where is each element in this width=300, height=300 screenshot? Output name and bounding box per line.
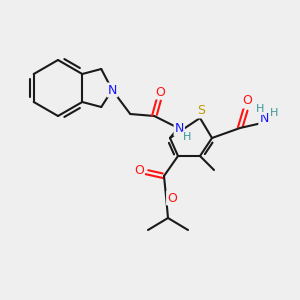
Text: O: O — [155, 85, 165, 98]
Text: O: O — [134, 164, 144, 178]
Text: N: N — [175, 122, 184, 136]
Text: S: S — [197, 104, 205, 118]
Text: O: O — [167, 191, 177, 205]
Text: H: H — [270, 108, 278, 118]
Text: N: N — [259, 112, 269, 124]
Text: O: O — [242, 94, 252, 107]
Text: H: H — [256, 104, 264, 114]
Text: N: N — [108, 83, 117, 97]
Text: H: H — [183, 132, 191, 142]
